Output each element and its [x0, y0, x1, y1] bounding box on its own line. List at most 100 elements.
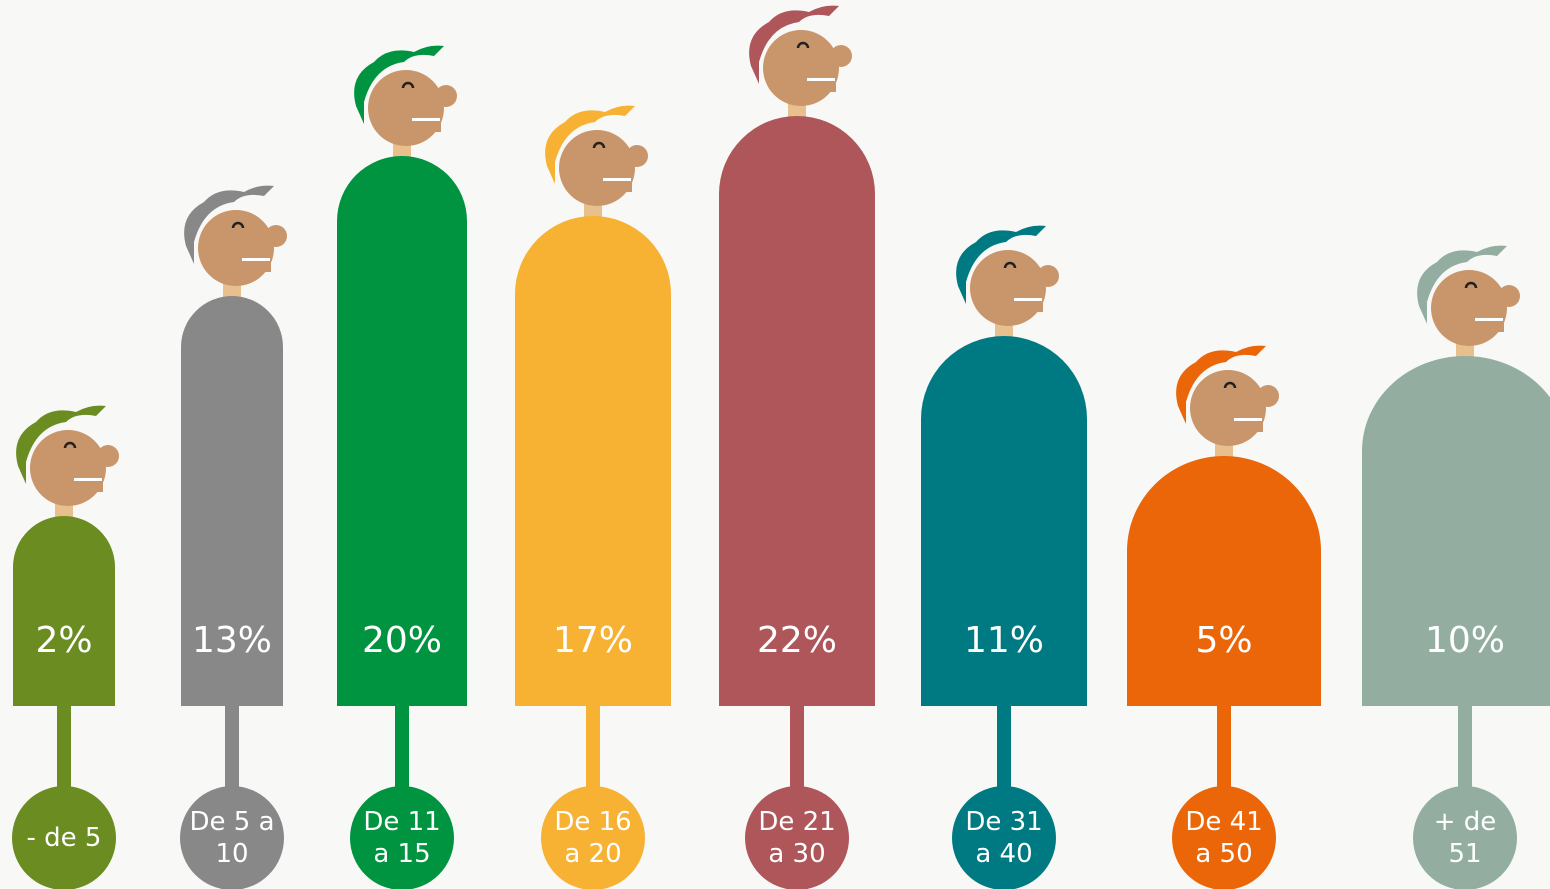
jaw	[806, 78, 836, 92]
mouth	[1014, 298, 1042, 301]
nose	[1498, 285, 1520, 307]
eye	[1003, 261, 1017, 269]
face	[368, 70, 444, 146]
hair	[545, 105, 635, 184]
eye	[796, 41, 810, 49]
category-label: De 21 a 30	[758, 807, 836, 869]
nose	[626, 145, 648, 167]
value-label: 20%	[362, 620, 442, 661]
mouth	[74, 478, 102, 481]
mouth	[807, 78, 835, 81]
nose	[435, 85, 457, 107]
nose	[1037, 265, 1059, 287]
category-badge	[12, 786, 116, 889]
category-badge	[350, 786, 454, 889]
face	[559, 130, 635, 206]
bar	[181, 296, 283, 706]
stem	[586, 704, 600, 799]
category-badge	[541, 786, 645, 889]
category-label: De 16 a 20	[554, 807, 632, 869]
bar	[13, 516, 115, 706]
category-label-box: De 11 a 15	[363, 807, 441, 869]
bar	[515, 216, 671, 706]
stem	[1458, 704, 1472, 799]
eye	[592, 141, 606, 149]
nose	[1257, 385, 1279, 407]
value-label: 13%	[192, 620, 272, 661]
head	[1176, 345, 1279, 446]
category-label-box: De 16 a 20	[554, 807, 632, 869]
head	[956, 225, 1059, 326]
jaw	[73, 478, 103, 492]
jaw	[1233, 418, 1263, 432]
value-label: 22%	[757, 620, 837, 661]
eye	[231, 221, 245, 229]
hair	[749, 5, 839, 85]
category-label-box: De 21 a 30	[758, 807, 836, 869]
stem	[57, 704, 71, 799]
category-label-box: De 41 a 50	[1185, 807, 1263, 869]
face	[1190, 370, 1266, 446]
stem	[997, 704, 1011, 799]
mouth	[603, 178, 631, 181]
nose	[97, 445, 119, 467]
hair	[16, 405, 107, 484]
mouth	[242, 258, 270, 261]
stem	[395, 704, 409, 799]
hair	[1176, 345, 1266, 424]
category-badge	[1172, 786, 1276, 889]
eye	[1464, 281, 1478, 289]
face	[198, 210, 274, 286]
category-label-box: - de 5	[26, 823, 102, 853]
category-badge	[1413, 786, 1517, 889]
head	[16, 405, 119, 506]
mouth	[1475, 318, 1503, 321]
category-badge	[745, 786, 849, 889]
face	[30, 430, 106, 506]
face	[970, 250, 1046, 326]
eye	[401, 81, 415, 89]
category-label-box: De 5 a 10	[189, 807, 275, 869]
category-badge	[180, 786, 284, 889]
stem	[1217, 704, 1231, 799]
hair	[956, 225, 1046, 304]
head	[354, 45, 457, 146]
category-label: - de 5	[26, 823, 102, 853]
bar	[1362, 356, 1550, 706]
category-label: De 31 a 40	[965, 807, 1043, 869]
jaw	[411, 118, 441, 132]
face	[1431, 270, 1507, 346]
nose	[265, 225, 287, 247]
category-label-box: De 31 a 40	[965, 807, 1043, 869]
category-label: De 11 a 15	[363, 807, 441, 869]
head	[1417, 245, 1520, 346]
hair	[354, 45, 444, 124]
jaw	[241, 258, 271, 272]
mouth	[412, 118, 440, 121]
value-label: 17%	[553, 620, 633, 661]
value-label: 5%	[1195, 620, 1252, 661]
value-label: 10%	[1425, 620, 1505, 661]
category-label: De 41 a 50	[1185, 807, 1263, 869]
head	[545, 105, 648, 206]
nose	[830, 45, 852, 67]
eye	[1223, 381, 1237, 389]
value-label: 2%	[35, 620, 92, 661]
category-label: De 5 a 10	[189, 807, 275, 869]
category-label: + de 51	[1433, 807, 1497, 869]
stem	[225, 704, 239, 799]
bar	[1127, 456, 1321, 706]
value-label: 11%	[964, 620, 1044, 661]
bar	[921, 336, 1087, 706]
jaw	[1474, 318, 1504, 332]
bar	[337, 156, 467, 706]
eye	[63, 441, 77, 449]
bar	[719, 116, 875, 706]
hair	[184, 185, 274, 264]
stem	[790, 704, 804, 799]
head	[184, 185, 287, 286]
jaw	[602, 178, 632, 192]
mouth	[1234, 418, 1262, 421]
